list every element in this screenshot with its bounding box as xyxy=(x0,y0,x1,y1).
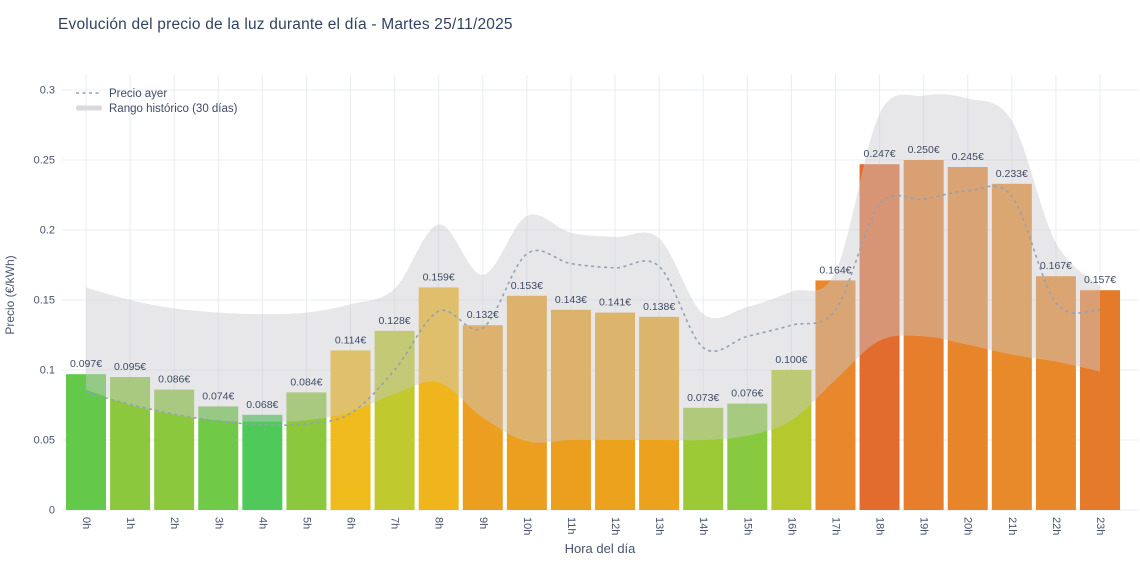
x-tick-label: 21h xyxy=(1006,517,1018,535)
legend-item-precio-ayer[interactable]: Precio ayer xyxy=(76,88,167,100)
bar-value-labels: 0.097€ 0.095€ 0.086€ 0.074€ 0.068€ 0.084€ 0.11… xyxy=(70,144,1116,411)
x-tick-label: 16h xyxy=(785,517,797,535)
legend-rango-label: Rango histórico (30 días) xyxy=(109,103,238,115)
bar-value-label: 0.100€ xyxy=(775,354,807,366)
bar-value-label: 0.245€ xyxy=(952,151,984,163)
bar-value-label: 0.084€ xyxy=(290,376,322,388)
bar-value-label: 0.167€ xyxy=(1040,260,1072,272)
bar-18h xyxy=(859,164,900,510)
bars xyxy=(66,160,1120,511)
x-tick-label: 0h xyxy=(80,517,92,529)
bar-4h xyxy=(242,414,283,510)
legend-precio-ayer-label: Precio ayer xyxy=(109,88,167,100)
bar-20h xyxy=(947,167,988,510)
bar-value-label: 0.097€ xyxy=(70,358,102,370)
bar-14h xyxy=(683,407,724,510)
x-tick-label: 22h xyxy=(1050,517,1062,535)
bar-value-label: 0.128€ xyxy=(379,315,411,327)
bar-10h xyxy=(506,295,547,510)
bar-11h xyxy=(550,309,591,510)
bar-value-label: 0.164€ xyxy=(819,264,851,276)
x-tick-label: 11h xyxy=(565,517,577,535)
bar-13h xyxy=(639,316,680,510)
x-tick-label: 1h xyxy=(124,517,136,529)
bar-value-label: 0.247€ xyxy=(864,148,896,160)
y-tick-label: 0.05 xyxy=(34,435,55,447)
y-tick-label: 0.3 xyxy=(40,85,55,97)
bar-value-label: 0.157€ xyxy=(1084,274,1116,286)
bar-17h xyxy=(815,280,856,510)
y-tick-label: 0.2 xyxy=(40,225,55,237)
bar-23h xyxy=(1080,290,1120,510)
bar-value-label: 0.132€ xyxy=(467,309,499,321)
historic-range-band xyxy=(86,94,1100,443)
x-tick-label: 10h xyxy=(521,517,533,535)
y-tick-label: 0.25 xyxy=(34,155,55,167)
bar-6h xyxy=(330,350,371,510)
bar-value-label: 0.143€ xyxy=(555,294,587,306)
bar-7h xyxy=(374,330,415,510)
x-tick-label: 6h xyxy=(345,517,357,529)
bar-value-label: 0.250€ xyxy=(908,144,940,156)
x-axis-ticks: 0h 1h 2h 3h 4h 5h 6h 7h 8h 9h 10h 11h 12h 13h 14h 15h 16… xyxy=(80,517,1106,535)
bar-value-label: 0.086€ xyxy=(158,374,190,386)
x-axis-title: Hora del día xyxy=(565,541,637,556)
bar-value-label: 0.233€ xyxy=(996,168,1028,180)
bar-value-label: 0.114€ xyxy=(335,334,366,346)
bar-5h xyxy=(286,392,327,510)
x-tick-label: 12h xyxy=(609,517,621,535)
bar-value-label: 0.141€ xyxy=(599,297,631,309)
x-tick-label: 8h xyxy=(433,517,445,529)
x-tick-label: 14h xyxy=(697,517,709,535)
bar-22h xyxy=(1035,276,1076,510)
legend: Precio ayer Rango histórico (30 días) xyxy=(76,88,238,115)
x-tick-label: 2h xyxy=(168,517,180,529)
bar-21h xyxy=(991,183,1032,511)
x-tick-label: 19h xyxy=(918,517,930,535)
x-tick-label: 17h xyxy=(829,517,841,535)
bar-9h xyxy=(462,325,503,510)
bar-1h xyxy=(110,377,151,510)
bar-value-label: 0.138€ xyxy=(643,301,675,313)
chart-title: Evolución del precio de la luz durante e… xyxy=(58,16,513,33)
bar-value-label: 0.153€ xyxy=(511,280,543,292)
y-axis-ticks: 0 0.05 0.1 0.15 0.2 0.25 0.3 xyxy=(34,85,55,517)
y-tick-label: 0 xyxy=(49,505,55,517)
x-tick-label: 9h xyxy=(477,517,489,529)
x-tick-label: 18h xyxy=(874,517,886,535)
bar-value-label: 0.068€ xyxy=(246,399,278,411)
legend-item-rango-historico[interactable]: Rango histórico (30 días) xyxy=(76,103,238,115)
bar-value-label: 0.095€ xyxy=(114,361,146,373)
yesterday-price-line xyxy=(85,185,1101,426)
y-axis-title: Precio (€/kWh) xyxy=(3,255,17,334)
bar-8h xyxy=(418,287,459,510)
bar-value-label: 0.076€ xyxy=(731,388,763,400)
legend-band-swatch xyxy=(76,105,102,111)
bar-19h xyxy=(903,160,944,510)
bar-2h xyxy=(154,389,195,510)
y-tick-label: 0.1 xyxy=(40,365,55,377)
bar-16h xyxy=(771,370,812,510)
x-tick-label: 5h xyxy=(300,517,312,529)
bar-15h xyxy=(727,403,768,510)
x-tick-label: 15h xyxy=(741,517,753,535)
x-tick-label: 3h xyxy=(212,517,224,529)
y-tick-label: 0.15 xyxy=(34,295,55,307)
bar-value-label: 0.159€ xyxy=(423,271,455,283)
x-tick-label: 20h xyxy=(962,517,974,535)
bar-12h xyxy=(595,312,636,510)
x-tick-label: 13h xyxy=(653,517,665,535)
x-tick-label: 4h xyxy=(256,517,268,529)
bar-value-label: 0.074€ xyxy=(202,390,234,402)
x-tick-label: 7h xyxy=(389,517,401,529)
bar-3h xyxy=(198,406,239,510)
bar-value-label: 0.073€ xyxy=(687,392,719,404)
x-tick-label: 23h xyxy=(1094,517,1106,535)
